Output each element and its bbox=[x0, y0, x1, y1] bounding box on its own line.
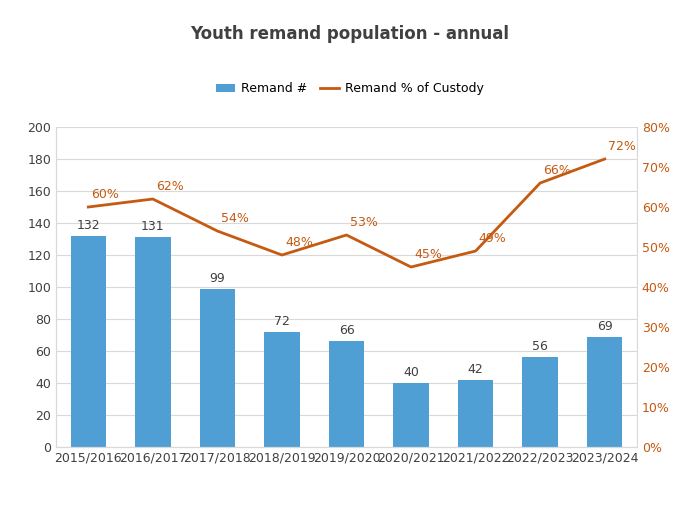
Text: 99: 99 bbox=[209, 272, 225, 284]
Text: 53%: 53% bbox=[350, 216, 377, 229]
Bar bbox=[522, 358, 558, 447]
Text: 42: 42 bbox=[468, 363, 484, 376]
Text: 132: 132 bbox=[76, 219, 100, 232]
Remand % of Custody bbox=[471, 248, 480, 254]
Text: 66: 66 bbox=[339, 325, 354, 337]
Legend: Remand #, Remand % of Custody: Remand #, Remand % of Custody bbox=[211, 77, 489, 101]
Remand % of Custody bbox=[407, 264, 415, 270]
Bar bbox=[199, 289, 235, 447]
Text: Youth remand population - annual: Youth remand population - annual bbox=[190, 25, 510, 43]
Text: 40: 40 bbox=[403, 366, 419, 379]
Text: 49%: 49% bbox=[479, 232, 507, 245]
Remand % of Custody bbox=[148, 196, 157, 202]
Text: 60%: 60% bbox=[92, 188, 120, 201]
Bar bbox=[135, 237, 171, 447]
Remand % of Custody bbox=[536, 180, 545, 186]
Bar bbox=[264, 332, 300, 447]
Remand % of Custody bbox=[214, 228, 222, 234]
Text: 131: 131 bbox=[141, 220, 164, 233]
Bar bbox=[458, 380, 493, 447]
Text: 66%: 66% bbox=[543, 164, 571, 177]
Text: 56: 56 bbox=[532, 340, 548, 354]
Remand % of Custody bbox=[84, 204, 92, 210]
Bar bbox=[587, 337, 622, 447]
Bar bbox=[329, 341, 364, 447]
Bar bbox=[393, 383, 429, 447]
Remand % of Custody bbox=[278, 252, 286, 258]
Line: Remand % of Custody: Remand % of Custody bbox=[88, 159, 605, 267]
Bar bbox=[71, 236, 106, 447]
Text: 54%: 54% bbox=[220, 212, 248, 225]
Text: 69: 69 bbox=[597, 320, 612, 333]
Text: 48%: 48% bbox=[285, 236, 313, 249]
Text: 45%: 45% bbox=[414, 248, 442, 261]
Text: 72: 72 bbox=[274, 315, 290, 328]
Remand % of Custody bbox=[601, 156, 609, 162]
Text: 72%: 72% bbox=[608, 140, 636, 153]
Remand % of Custody bbox=[342, 232, 351, 238]
Text: 62%: 62% bbox=[156, 180, 184, 193]
